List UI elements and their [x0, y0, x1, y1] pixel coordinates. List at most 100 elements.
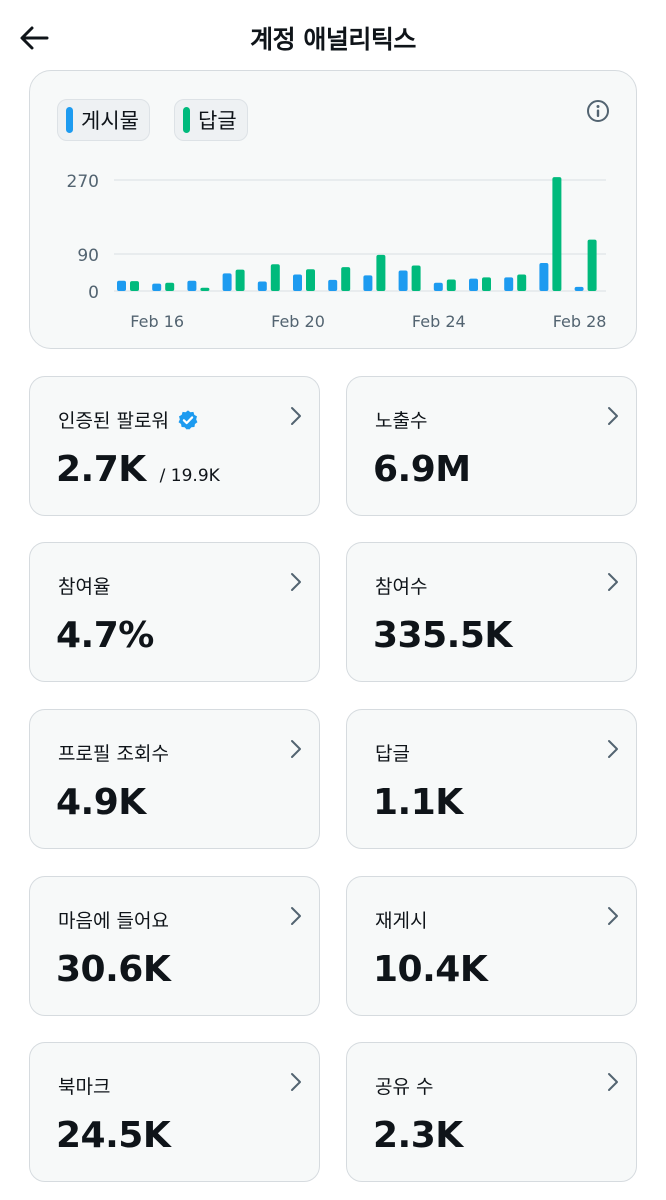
bar-posts: [187, 280, 197, 291]
legend-item-posts[interactable]: 게시물: [57, 99, 150, 141]
stat-card-likes[interactable]: 마음에 들어요 30.6K: [29, 876, 320, 1016]
bar-replies: [200, 287, 210, 291]
bar-replies: [517, 274, 527, 291]
stat-label: 참여수: [375, 576, 428, 598]
stat-card-shares[interactable]: 공유 수 2.3K: [346, 1042, 637, 1182]
stat-value-row: 335.5K: [373, 615, 512, 656]
stat-value-row: 2.3K: [373, 1115, 463, 1156]
bar-posts: [469, 278, 478, 291]
stat-label: 인증된 팔로워: [58, 406, 199, 433]
stat-value: 2.7K: [56, 449, 146, 490]
stat-label: 재게시: [375, 910, 428, 932]
info-icon[interactable]: [586, 99, 610, 123]
bar-replies: [341, 267, 351, 291]
stat-value: 6.9M: [373, 449, 471, 490]
stat-card-profile-visits[interactable]: 프로필 조회수 4.9K: [29, 709, 320, 849]
bar-replies: [270, 264, 280, 291]
stat-total: / 19.9K: [159, 466, 220, 486]
chart-card: 270 90 0 Feb 16 Feb 20 Feb 24 Feb 28 게시물 답글: [29, 70, 637, 349]
stat-label: 답글: [375, 743, 410, 765]
bar-chart: 270 90 0 Feb 16 Feb 20 Feb 24 Feb 28: [67, 172, 607, 331]
bar-replies: [552, 177, 562, 291]
stat-card-bookmarks[interactable]: 북마크 24.5K: [29, 1042, 320, 1182]
bar-replies: [165, 282, 175, 291]
y-tick-label: 90: [77, 246, 99, 266]
page-title: 계정 애널리틱스: [250, 25, 416, 54]
y-tick-label: 270: [67, 172, 99, 192]
bar-posts: [504, 277, 514, 291]
legend-swatch-replies: [183, 107, 190, 133]
stat-value: 24.5K: [56, 1115, 171, 1156]
bar-posts: [152, 283, 162, 291]
bar-posts: [574, 286, 584, 291]
stat-card-impressions[interactable]: 노출수 6.9M: [346, 376, 637, 516]
legend-label-posts: 게시물: [81, 109, 139, 133]
bar-posts: [257, 281, 267, 291]
stat-value: 4.7%: [56, 615, 154, 656]
stat-value: 335.5K: [373, 615, 512, 656]
bar-replies: [235, 269, 245, 291]
legend-swatch-posts: [66, 107, 73, 133]
back-button[interactable]: [14, 18, 54, 58]
stat-value: 4.9K: [56, 782, 146, 823]
stat-value-row: 10.4K: [373, 949, 488, 990]
chevron-right-icon: [608, 407, 618, 425]
bar-replies: [306, 269, 315, 291]
stat-value: 2.3K: [373, 1115, 463, 1156]
y-tick-label: 0: [88, 283, 99, 303]
chevron-right-icon: [291, 907, 301, 925]
stat-value: 1.1K: [373, 782, 463, 823]
chevron-right-icon: [291, 740, 301, 758]
stat-label: 노출수: [375, 410, 428, 432]
stat-value-row: 4.7%: [56, 615, 154, 656]
app-header: 계정 애널리틱스: [0, 0, 666, 72]
legend-label-replies: 답글: [198, 109, 237, 133]
chevron-right-icon: [291, 407, 301, 425]
bar-replies: [446, 279, 456, 291]
chevron-right-icon: [291, 1073, 301, 1091]
legend-item-replies[interactable]: 답글: [174, 99, 248, 141]
chevron-right-icon: [608, 1073, 618, 1091]
bar-posts: [433, 282, 443, 291]
x-tick-label: Feb 16: [130, 312, 184, 331]
stat-label: 북마크: [58, 1076, 111, 1098]
bar-posts: [222, 273, 232, 291]
bar-posts: [363, 275, 373, 291]
bar-posts: [398, 270, 408, 291]
stat-value-row: 1.1K: [373, 782, 463, 823]
bar-replies: [130, 281, 139, 291]
bar-replies: [587, 239, 597, 291]
bar-posts: [539, 263, 549, 291]
stat-label-text: 인증된 팔로워: [58, 410, 169, 432]
bar-posts: [328, 279, 338, 291]
bar-replies: [376, 254, 386, 291]
x-tick-label: Feb 28: [553, 312, 607, 331]
bar-replies: [411, 265, 421, 291]
chevron-right-icon: [608, 740, 618, 758]
stat-label: 공유 수: [375, 1076, 434, 1098]
verified-badge-icon: [178, 409, 198, 430]
bar-posts: [117, 280, 126, 291]
stat-card-replies[interactable]: 답글 1.1K: [346, 709, 637, 849]
stat-card-verified-followers[interactable]: 인증된 팔로워 2.7K / 19.9K: [29, 376, 320, 516]
chevron-right-icon: [291, 573, 301, 591]
stat-value: 30.6K: [56, 949, 171, 990]
stat-value-row: 6.9M: [373, 449, 471, 490]
x-tick-label: Feb 20: [271, 312, 325, 331]
stat-label: 마음에 들어요: [58, 910, 169, 932]
bar-posts: [293, 274, 302, 291]
arrow-left-icon: [20, 26, 49, 50]
stat-label: 참여율: [58, 576, 111, 598]
bar-replies: [482, 277, 491, 291]
stat-value-row: 4.9K: [56, 782, 146, 823]
stat-value-row: 30.6K: [56, 949, 171, 990]
stat-card-engagement-rate[interactable]: 참여율 4.7%: [29, 542, 320, 682]
stat-card-engagements[interactable]: 참여수 335.5K: [346, 542, 637, 682]
stat-value-row: 2.7K / 19.9K: [56, 449, 220, 490]
x-tick-label: Feb 24: [412, 312, 466, 331]
stat-value-row: 24.5K: [56, 1115, 171, 1156]
chevron-right-icon: [608, 907, 618, 925]
stat-label: 프로필 조회수: [58, 743, 169, 765]
stat-card-reposts[interactable]: 재게시 10.4K: [346, 876, 637, 1016]
stat-value: 10.4K: [373, 949, 488, 990]
